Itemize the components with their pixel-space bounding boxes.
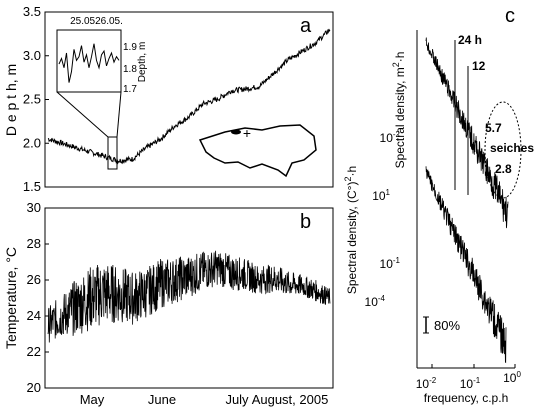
a-ytick-label: 1.5 <box>23 179 41 194</box>
c-xtick-2: 10-1 <box>460 376 481 391</box>
lower-ytick-1: 101 <box>372 188 390 203</box>
seiches-label: seiches <box>490 141 534 155</box>
inset-ylabel: Depth, m <box>137 42 148 83</box>
zoom-line-left <box>56 91 109 138</box>
upper-spectrum-ylabel: Spectral density, m2·h <box>391 52 407 169</box>
b-ytick-label: 30 <box>27 200 41 215</box>
lower-ytick-2: 10-1 <box>380 256 401 271</box>
island-mark <box>231 129 241 135</box>
inset-xtick-2: 26.05. <box>95 16 123 27</box>
b-ytick-label: 24 <box>27 308 41 323</box>
lake-outline <box>198 124 317 178</box>
upper-ytick: 10-2 <box>380 130 401 145</box>
panel-b-frame <box>44 207 334 389</box>
panel-b-xticks: May June July August, 2005 <box>80 392 329 407</box>
panel-a-ylabel: D e p t h, m <box>3 64 19 136</box>
panel-b-yticks: 20 22 24 26 28 30 <box>27 200 49 395</box>
b-xtick-label: July <box>225 392 249 407</box>
b-xtick-label: May <box>80 392 105 407</box>
b-xtick-label: June <box>148 392 176 407</box>
inset-ytick-1: 1.9 <box>123 42 137 53</box>
zoom-box <box>107 136 118 170</box>
a-ytick-label: 3.0 <box>23 48 41 63</box>
temperature-series-line <box>47 250 331 343</box>
inset-series-line <box>58 43 120 83</box>
depth-series-line <box>47 28 331 165</box>
b-ytick-label: 22 <box>27 344 41 359</box>
depth-spectrum-line <box>425 37 509 229</box>
a-ytick-label: 2.0 <box>23 135 41 150</box>
inset-ytick-2: 1.8 <box>123 64 137 75</box>
panel-label-a: a <box>300 15 312 37</box>
zoom-line-right <box>116 91 122 138</box>
station-cross-icon: + <box>243 125 251 141</box>
peak-12h-label: 12 <box>472 59 486 73</box>
peak-5-7-label: 5.7 <box>485 121 502 135</box>
b-ytick-label: 26 <box>27 272 41 287</box>
seiches-ellipse <box>484 101 522 199</box>
lower-ytick-3: 10-4 <box>365 294 386 309</box>
a-ytick-label: 2.5 <box>23 92 41 107</box>
inset-frame <box>56 29 122 93</box>
c-xtick-1: 10-2 <box>416 376 437 391</box>
b-ytick-label: 28 <box>27 236 41 251</box>
b-ytick-label: 20 <box>27 380 41 395</box>
panel-label-b: b <box>300 211 311 233</box>
panel-a-yticks: 1.5 2.0 2.5 3.0 3.5 <box>23 4 49 194</box>
a-ytick-label: 3.5 <box>23 4 41 19</box>
lower-spectrum-ylabel: Spectral density, (C°)2·h <box>343 166 359 294</box>
panel-b-ylabel: Temperature, °C <box>3 247 19 349</box>
temperature-spectrum-line <box>425 166 507 364</box>
panel-label-c: c <box>505 5 515 27</box>
c-xtick-3: 100 <box>503 370 521 385</box>
b-xtick-label: August, 2005 <box>252 392 329 407</box>
c-xlabel: frequency, c.p.h <box>424 391 509 405</box>
inset-xtick-1: 25.05. <box>70 16 98 27</box>
peak-2-8-label: 2.8 <box>495 162 512 176</box>
peak-24h-label: 24 h <box>458 33 482 47</box>
confidence-label: 80% <box>434 318 460 333</box>
inset-ytick-3: 1.7 <box>123 84 137 95</box>
